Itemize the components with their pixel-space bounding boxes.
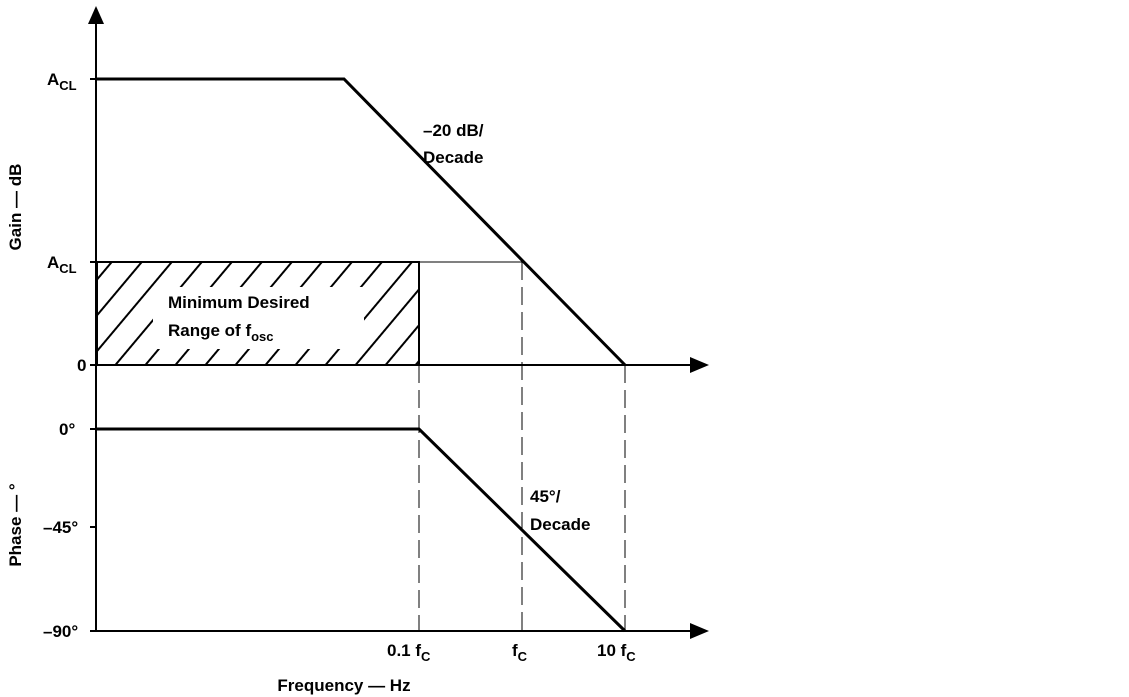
axes xyxy=(90,20,697,632)
gain-slope-label-line1: –20 dB/ xyxy=(423,121,484,140)
freq-tick-fc: fC xyxy=(512,641,528,664)
range-label-line2: Range of fosc xyxy=(168,321,274,344)
gain-curve xyxy=(96,77,627,367)
phase-tick-0: 0° xyxy=(59,420,75,439)
gain-tick-acl-mid: ACL xyxy=(47,253,77,276)
gain-axis-arrow xyxy=(690,357,709,373)
phase-axis-label: Phase — ° xyxy=(6,483,25,567)
frequency-guides xyxy=(418,262,626,631)
freq-tick-tenth-fc: 0.1 fC xyxy=(387,641,431,664)
phase-tick-45: –45° xyxy=(43,518,78,537)
phase-slope-label-line1: 45°/ xyxy=(530,487,561,506)
desired-range-label-box xyxy=(153,287,364,349)
phase-slope-label-line2: Decade xyxy=(530,515,590,534)
frequency-axis-label: Frequency — Hz xyxy=(277,676,410,695)
freq-tick-ten-fc: 10 fC xyxy=(597,641,636,664)
gain-slope-label-line2: Decade xyxy=(423,148,483,167)
phase-curve xyxy=(96,427,627,633)
gain-axis-label: Gain — dB xyxy=(6,164,25,251)
vertical-axis-arrow xyxy=(88,6,104,24)
gain-tick-acl-top: ACL xyxy=(47,70,77,93)
range-label-line1: Minimum Desired xyxy=(168,293,310,312)
phase-tick-90: –90° xyxy=(43,622,78,641)
gain-tick-zero: 0 xyxy=(77,356,86,375)
phase-axis-arrow xyxy=(690,623,709,639)
